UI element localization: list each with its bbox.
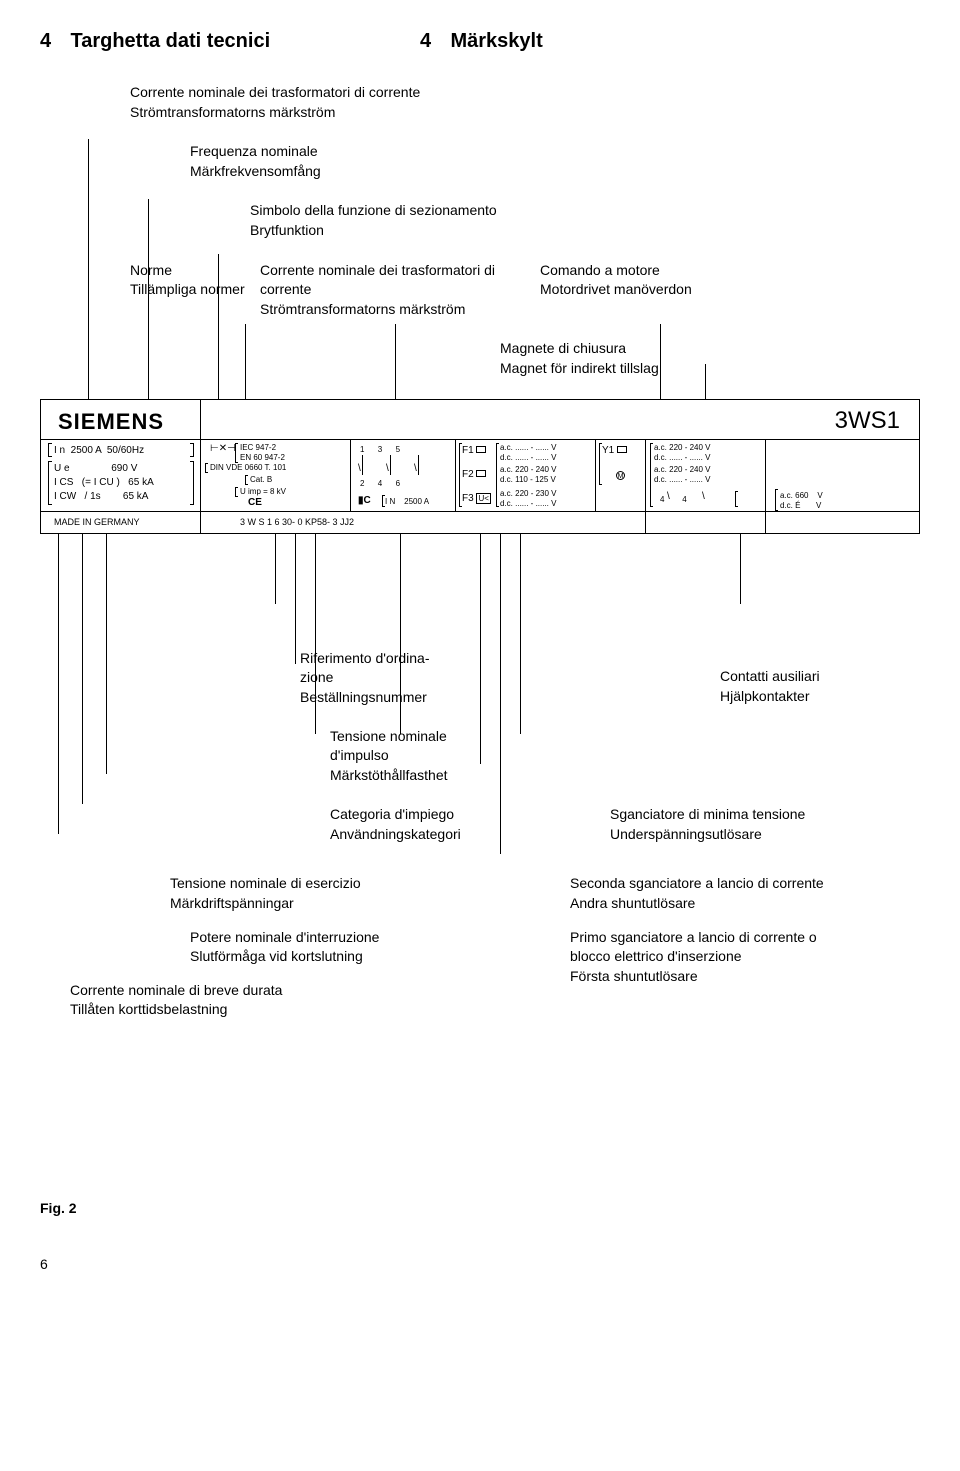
- figure-label: Fig. 2: [40, 1200, 920, 1216]
- desc-rated-voltage: Tensione nominale di esercizio Märkdrift…: [170, 874, 470, 913]
- f3-dc: d.c. ...... - ...... V: [500, 499, 556, 509]
- breaker-icon: \: [358, 463, 361, 476]
- section-number-right: 4: [420, 30, 431, 52]
- ics-rating: I CS (= I CU ) 65 kA: [54, 477, 154, 490]
- page-number: 6: [40, 1256, 920, 1272]
- in-rating: I n 2500 A 50/60Hz: [54, 445, 144, 458]
- f1-dc: d.c. ...... - ...... V: [500, 453, 556, 463]
- desc-util-category: Categoria d'impiego Användningskategori: [330, 805, 570, 844]
- terminal-nums-top: 1 3 5: [360, 445, 400, 455]
- made-label: MADE IN GERMANY: [54, 517, 140, 528]
- desc-closing-magnet: Magnete di chiusura Magnet för indirekt …: [500, 339, 920, 378]
- row3: Tensione nominale di esercizio Märkdrift…: [40, 874, 920, 1020]
- y1-dc: d.c. ...... - ...... V: [654, 453, 710, 463]
- aux-ac: a.c. 660 V: [780, 491, 823, 501]
- section-header: 4 Targhetta dati tecnici 4 Märkskylt: [40, 30, 920, 53]
- desc-frequency: Frequenza nominale Märkfrekvensomfång: [190, 142, 920, 181]
- ue-rating: U e 690 V: [54, 463, 137, 476]
- brand-label: SIEMENS: [58, 409, 164, 435]
- row3-left: Tensione nominale di esercizio Märkdrift…: [170, 874, 470, 1020]
- model-label: 3WS1: [835, 407, 900, 435]
- std-en: EN 60 947-2: [240, 453, 285, 463]
- aux-dc: d.c. É V: [780, 501, 821, 511]
- desc-first-shunt: Primo sganciatore a lancio di corrente o…: [570, 928, 890, 987]
- f3-label: F3 U<: [462, 493, 491, 506]
- isolator-symbol: ⊢✕⊣: [210, 443, 236, 456]
- y1-ac: a.c. 220 - 240 V: [654, 443, 710, 453]
- ce-mark: CE: [248, 497, 262, 510]
- cat-b: Cat. B: [250, 475, 272, 485]
- aux-44: 4 4: [660, 495, 687, 505]
- m-ac: a.c. 220 - 240 V: [654, 465, 710, 475]
- f2-ac: a.c. 220 - 240 V: [500, 465, 556, 475]
- desc-second-shunt: Seconda sganciatore a lancio di corrente…: [570, 874, 890, 913]
- y1-label: Y1: [602, 445, 627, 458]
- header-left-title: Targhetta dati tecnici: [70, 30, 270, 52]
- icw-rating: I CW / 1s 65 kA: [54, 491, 148, 504]
- f1-label: F1: [462, 445, 486, 458]
- f2-dc: d.c. 110 - 125 V: [500, 475, 556, 485]
- m-dc: d.c. ...... - ...... V: [654, 475, 710, 485]
- motor-icon: M: [616, 471, 625, 484]
- f1-ac: a.c. ...... - ...... V: [500, 443, 556, 453]
- std-iec: IEC 947-2: [240, 443, 276, 453]
- desc-isolating: Simbolo della funzione di sezionamento B…: [250, 201, 920, 240]
- std-din: DIN VDE 0660 T. 101: [210, 463, 286, 473]
- desc-short-time: Corrente nominale di breve durata Tillåt…: [70, 981, 470, 1020]
- section-number-left: 4: [40, 30, 51, 52]
- terminal-nums-bot: 2 4 6: [360, 479, 400, 489]
- f3-ac: a.c. 220 - 230 V: [500, 489, 556, 499]
- desc-breaking-cap: Potere nominale d'interruzione Slutförmå…: [190, 928, 470, 967]
- desc-transformer-current: Corrente nominale dei trasformatori di c…: [130, 83, 920, 122]
- in-2500: I N 2500 A: [385, 497, 429, 507]
- desc-undervoltage: Sganciatore di minima tensione Underspän…: [610, 805, 910, 844]
- uimp: U imp = 8 kV: [240, 487, 286, 497]
- mid-desc-row: Norme Tillämpliga normer Corrente nomina…: [130, 261, 920, 320]
- f2-label: F2: [462, 469, 486, 482]
- nameplate-diagram: SIEMENS 3WS1 I n 2500 A 50/60Hz U e 690 …: [40, 399, 920, 629]
- row2: Categoria d'impiego Användningskategori …: [40, 805, 920, 844]
- desc-impulse-voltage: Tensione nominale d'impulso Märkstöthåll…: [330, 727, 920, 786]
- row3-right: Seconda sganciatore a lancio di corrente…: [570, 874, 890, 1020]
- plate-outer: [40, 399, 920, 534]
- cert-mark: ▮C: [358, 495, 371, 508]
- desc-aux-contacts: Contatti ausiliari Hjälpkontakter: [720, 667, 920, 706]
- header-right-title: Märkskylt: [450, 30, 542, 52]
- order-ref: 3 W S 1 6 30- 0 KP58- 3 JJ2: [240, 517, 354, 528]
